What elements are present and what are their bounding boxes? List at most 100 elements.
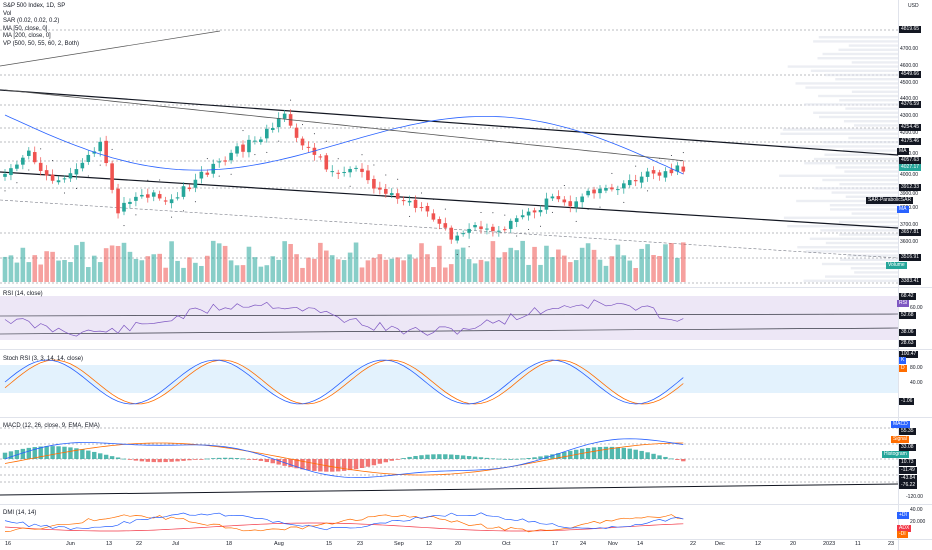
dmi-pane[interactable]: DMI (14, 14) bbox=[0, 505, 932, 539]
rsi-legend[interactable]: RSI (14, close) bbox=[3, 291, 43, 297]
macd-histogram-bar bbox=[353, 459, 359, 470]
macd-histogram-bar bbox=[455, 454, 460, 459]
stoch-d-line bbox=[4, 359, 684, 405]
volume-bar bbox=[544, 245, 549, 282]
level-tag: 4175.46 bbox=[899, 138, 922, 145]
macd-histogram-bar bbox=[347, 459, 353, 471]
macd-histogram-bar bbox=[80, 449, 85, 459]
macd-histogram-bar bbox=[217, 457, 222, 459]
volume-profile-bar bbox=[809, 237, 898, 240]
pane-separator[interactable] bbox=[0, 287, 932, 288]
volume-profile-bar bbox=[779, 174, 898, 177]
macd-histogram-bar bbox=[44, 446, 49, 459]
sar-dot bbox=[361, 154, 363, 156]
ma50-line bbox=[4, 114, 684, 175]
time-label: 14 bbox=[637, 541, 644, 547]
pane-separator[interactable] bbox=[0, 349, 932, 350]
price-pane[interactable]: S&P 500 Index, 1D, SP Vol SAR (0.02, 0.0… bbox=[0, 0, 932, 287]
sar-dot bbox=[325, 140, 327, 142]
candle-body bbox=[508, 220, 513, 229]
rsi-value: 38.06 bbox=[899, 329, 916, 336]
candle-body bbox=[425, 205, 430, 212]
volume-bar bbox=[234, 265, 240, 282]
volume-profile-bar bbox=[804, 162, 898, 165]
ma50-legend[interactable]: MA [50, close, 0] bbox=[3, 25, 48, 32]
candle-body bbox=[491, 226, 495, 232]
candle-body bbox=[44, 170, 49, 176]
candle-body bbox=[610, 187, 614, 190]
price-scale[interactable] bbox=[898, 0, 932, 550]
macd-histogram-bar bbox=[127, 459, 133, 460]
vp-legend[interactable]: VP (500, 50, 55, 60, 2, Both) bbox=[3, 40, 79, 47]
volume-bar bbox=[145, 256, 151, 282]
candle-body bbox=[229, 152, 233, 161]
macd-histogram-bar bbox=[300, 459, 305, 470]
volume-bar bbox=[44, 251, 49, 282]
macd-histogram-bar bbox=[484, 457, 490, 459]
time-label: 17 bbox=[552, 541, 559, 547]
pane-separator[interactable] bbox=[0, 417, 932, 418]
candle-body bbox=[193, 179, 198, 188]
sar-legend[interactable]: SAR (0.02, 0.02, 0.2) bbox=[3, 18, 60, 24]
volume-profile-bar bbox=[819, 115, 898, 119]
volume-bar bbox=[377, 254, 383, 282]
candle-body bbox=[586, 190, 590, 196]
volume-bar bbox=[365, 260, 371, 282]
rsi-value: 28.63 bbox=[899, 340, 916, 347]
rsi-tick: 60.00 bbox=[910, 305, 923, 311]
sar-dot bbox=[183, 210, 184, 212]
volume-profile-bar bbox=[805, 250, 898, 253]
volume-bar bbox=[8, 255, 14, 282]
volume-bar bbox=[567, 262, 573, 282]
ma200-legend[interactable]: MA [200, close, 0] bbox=[3, 33, 51, 39]
candle-body bbox=[163, 200, 168, 202]
candle-body bbox=[217, 161, 221, 163]
volume-bar bbox=[675, 257, 680, 282]
volume-profile-bar bbox=[821, 262, 898, 266]
volume-bar bbox=[74, 245, 79, 282]
rsi-pane[interactable]: RSI (14, close) bbox=[0, 288, 932, 349]
stoch-pane[interactable]: Stoch RSI (3, 3, 14, 14, close) bbox=[0, 350, 932, 417]
sar-dot bbox=[313, 133, 315, 135]
volume-bar bbox=[514, 250, 519, 282]
volume-bar bbox=[395, 257, 400, 282]
price-chart[interactable] bbox=[0, 0, 898, 287]
chart-title[interactable]: S&P 500 Index, 1D, SP bbox=[3, 3, 66, 9]
dmi-plus-tag: +DI bbox=[897, 512, 909, 519]
macd-legend[interactable]: MACD (12, 26, close, 9, EMA, EMA) bbox=[3, 423, 100, 429]
dmi-legend[interactable]: DMI (14, 14) bbox=[3, 510, 37, 516]
candle-body bbox=[473, 225, 477, 228]
stoch-legend[interactable]: Stoch RSI (3, 3, 14, 14, close) bbox=[3, 356, 84, 362]
stoch-k-tag: K bbox=[899, 357, 907, 364]
macd-histogram-bar bbox=[163, 459, 168, 463]
macd-histogram-bar bbox=[407, 456, 412, 459]
vol-legend[interactable]: Vol bbox=[3, 10, 12, 17]
stoch-tick: 40.00 bbox=[910, 380, 923, 386]
macd-pane[interactable]: MACD (12, 26, close, 9, EMA, EMA) bbox=[0, 418, 932, 504]
volume-bar bbox=[454, 249, 460, 282]
dmi-chart[interactable] bbox=[0, 505, 898, 539]
volume-profile-bar bbox=[813, 157, 898, 161]
trend-line bbox=[0, 171, 898, 229]
rsi-chart[interactable] bbox=[0, 288, 898, 349]
rsi-value: 68.42 bbox=[899, 293, 916, 300]
level-tag: 4376.59 bbox=[899, 101, 922, 108]
price-tick: 4600.00 bbox=[900, 63, 919, 69]
volume-bar bbox=[639, 248, 644, 282]
time-label: 13 bbox=[106, 541, 113, 547]
macd-histogram-bar bbox=[591, 447, 597, 459]
candle-body bbox=[128, 201, 132, 204]
volume-bar bbox=[157, 253, 162, 282]
level-tag: 4254.45 bbox=[899, 124, 922, 131]
level-tag: 3657.81 bbox=[899, 229, 922, 236]
candle-body bbox=[342, 172, 346, 174]
macd-histogram-bar bbox=[74, 448, 79, 459]
pane-separator[interactable] bbox=[0, 504, 932, 505]
stoch-chart[interactable] bbox=[0, 350, 898, 417]
macd-histogram-bar bbox=[32, 447, 37, 459]
time-label: 12 bbox=[426, 541, 433, 547]
volume-profile-bar bbox=[818, 94, 898, 98]
candle-body bbox=[62, 178, 67, 180]
macd-chart[interactable] bbox=[0, 418, 898, 504]
volume-bar bbox=[199, 265, 204, 282]
